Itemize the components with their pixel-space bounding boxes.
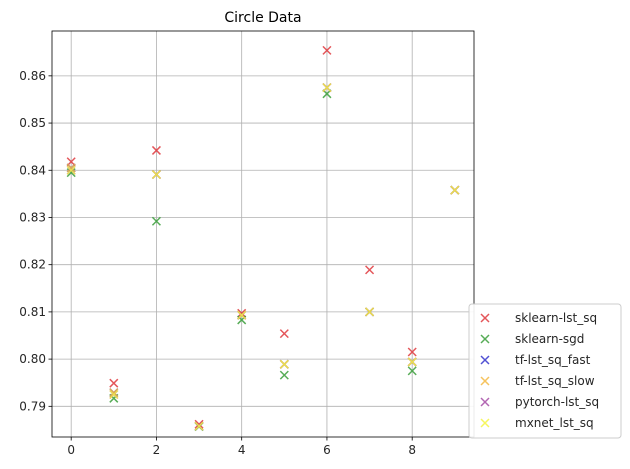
- plot-frame: [51, 30, 475, 438]
- data-point: [365, 265, 375, 275]
- chart-title: Circle Data: [224, 10, 301, 26]
- y-tick-label: 0.82: [19, 258, 46, 272]
- y-axis: 0.79 0.80 0.81 0.82 0.83 0.84 0.85 0.86: [19, 69, 52, 413]
- data-point: [407, 357, 417, 367]
- legend-label: mxnet_lst_sq: [515, 416, 594, 430]
- legend-label: tf-lst_sq_slow: [515, 374, 595, 388]
- legend-marker: [480, 334, 490, 344]
- legend: sklearn-lst_sq sklearn-sgd tf-lst_sq_fastt…: [468, 303, 622, 439]
- legend-label: tf-lst_sq_fast: [515, 353, 591, 367]
- y-tick-label: 0.86: [19, 69, 46, 83]
- x-tick-label: 0: [67, 443, 75, 457]
- data-point: [279, 370, 289, 380]
- data-point: [450, 185, 460, 195]
- data-point: [151, 216, 161, 226]
- legend-box: [468, 303, 622, 439]
- data-point: [109, 389, 119, 400]
- data-point: [194, 421, 204, 431]
- x-tick-label: 2: [153, 443, 161, 457]
- x-tick-label: 8: [408, 443, 416, 457]
- x-tick-label: 4: [238, 443, 246, 457]
- data-point: [109, 378, 119, 388]
- x-tick-label: 6: [323, 443, 331, 457]
- legend-marker: [480, 355, 490, 365]
- legend-label: pytorch-lst_sq: [515, 395, 599, 409]
- data-point: [322, 45, 332, 55]
- y-tick-label: 0.80: [19, 352, 46, 366]
- data-point: [109, 388, 119, 398]
- legend-marker: [480, 418, 490, 428]
- grid: [52, 31, 474, 437]
- data-point: [151, 169, 161, 180]
- legend-label: sklearn-lst_sq: [515, 311, 597, 325]
- data-point: [322, 83, 332, 93]
- y-tick-label: 0.83: [19, 210, 46, 224]
- legend-marker: [480, 313, 490, 323]
- data-point: [237, 310, 247, 320]
- data-point: [66, 165, 76, 175]
- y-tick-label: 0.79: [19, 399, 46, 413]
- data-point: [237, 308, 247, 318]
- y-tick-label: 0.85: [19, 116, 46, 130]
- data-point: [151, 145, 161, 155]
- y-tick-label: 0.84: [19, 163, 46, 177]
- legend-marker: [480, 397, 490, 407]
- legend-marker: [480, 376, 490, 386]
- data-point: [365, 307, 375, 317]
- data-point: [194, 419, 204, 429]
- y-tick-label: 0.81: [19, 305, 46, 319]
- x-axis: 0 2 4 6 8: [67, 437, 416, 457]
- data-point: [279, 359, 289, 369]
- data-point: [279, 329, 289, 339]
- legend-label: sklearn-sgd: [515, 332, 584, 346]
- data-points: [66, 45, 460, 432]
- data-point: [66, 163, 76, 173]
- data-point: [407, 366, 417, 376]
- data-point: [407, 347, 417, 357]
